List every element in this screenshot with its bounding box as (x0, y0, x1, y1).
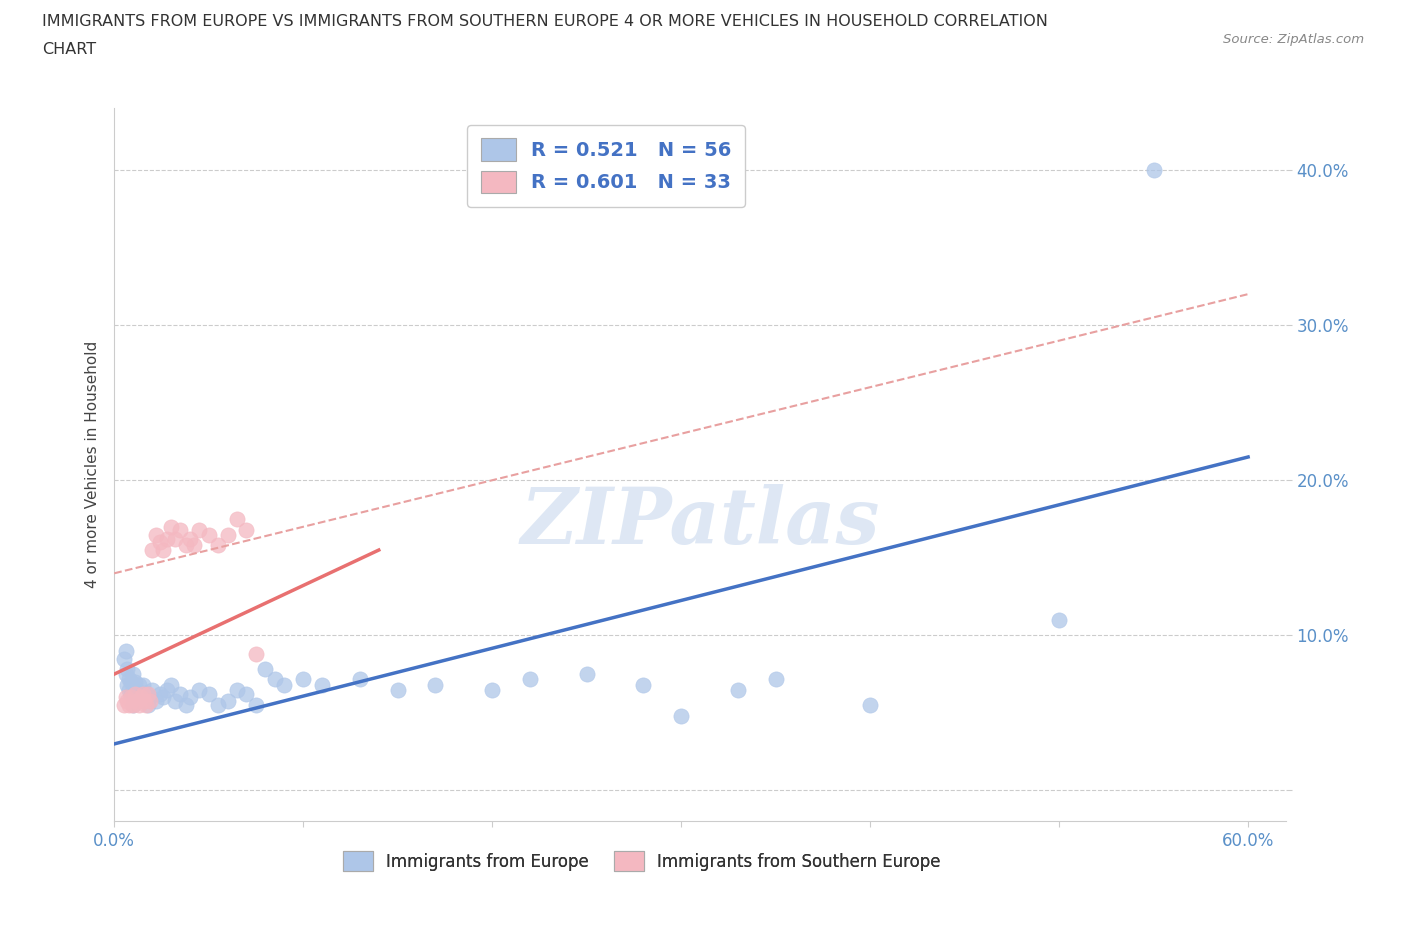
Point (120, 687, 142, 702)
Point (481, 683, 503, 698)
Point (245, 646, 267, 661)
Point (120, 674, 142, 689)
Point (145, 527, 167, 542)
Point (122, 698, 145, 712)
Legend: Immigrants from Europe, Immigrants from Southern Europe: Immigrants from Europe, Immigrants from … (336, 844, 948, 877)
Text: IMMIGRANTS FROM EUROPE VS IMMIGRANTS FROM SOUTHERN EUROPE 4 OR MORE VEHICLES IN : IMMIGRANTS FROM EUROPE VS IMMIGRANTS FRO… (42, 14, 1047, 29)
Point (118, 698, 141, 712)
Point (273, 678, 295, 693)
Point (156, 532, 179, 547)
Point (575, 667, 598, 682)
Point (197, 687, 219, 702)
Y-axis label: 4 or more Vehicles in Household: 4 or more Vehicles in Household (86, 341, 100, 589)
Point (727, 683, 749, 698)
Point (117, 693, 139, 708)
Point (188, 523, 211, 538)
Point (169, 523, 191, 538)
Point (124, 687, 146, 702)
Point (128, 678, 150, 693)
Point (112, 651, 135, 666)
Point (349, 671, 371, 686)
Point (183, 538, 205, 552)
Point (148, 687, 170, 702)
Point (117, 678, 139, 693)
Point (122, 667, 145, 682)
Point (859, 698, 882, 712)
Point (179, 690, 201, 705)
Point (254, 662, 277, 677)
Point (207, 538, 229, 552)
Point (226, 683, 249, 698)
Point (179, 532, 201, 547)
Point (217, 693, 239, 708)
Point (135, 685, 157, 700)
Point (114, 644, 136, 658)
Point (122, 698, 145, 712)
Point (217, 527, 239, 542)
Point (245, 698, 267, 712)
Point (1047, 613, 1070, 628)
Point (226, 512, 249, 526)
Point (120, 690, 142, 705)
Point (174, 698, 197, 712)
Point (114, 690, 136, 705)
Point (163, 532, 186, 547)
Point (311, 678, 333, 693)
Point (160, 678, 183, 693)
Text: CHART: CHART (42, 42, 96, 57)
Point (1142, 163, 1164, 178)
Point (134, 693, 156, 708)
Point (633, 678, 655, 693)
Point (139, 690, 162, 705)
Point (152, 542, 174, 557)
Point (141, 542, 163, 557)
Point (131, 678, 153, 693)
Point (124, 674, 146, 689)
Point (118, 671, 141, 686)
Point (128, 698, 150, 712)
Point (765, 671, 787, 686)
Point (141, 683, 163, 698)
Point (169, 687, 191, 702)
Text: Source: ZipAtlas.com: Source: ZipAtlas.com (1223, 33, 1364, 46)
Point (117, 662, 139, 677)
Point (425, 678, 447, 693)
Point (292, 671, 315, 686)
Point (174, 538, 197, 552)
Point (114, 667, 136, 682)
Point (136, 698, 159, 712)
Point (148, 535, 170, 550)
Point (207, 698, 229, 712)
Point (197, 527, 219, 542)
Point (263, 671, 285, 686)
Point (129, 687, 152, 702)
Point (163, 693, 186, 708)
Point (136, 687, 159, 702)
Point (139, 693, 162, 708)
Point (135, 698, 157, 712)
Point (387, 683, 409, 698)
Text: ZIPatlas: ZIPatlas (520, 484, 880, 560)
Point (134, 693, 156, 708)
Point (118, 683, 141, 698)
Point (188, 683, 211, 698)
Point (125, 683, 148, 698)
Point (122, 690, 145, 705)
Point (669, 709, 692, 724)
Point (131, 687, 153, 702)
Point (519, 671, 541, 686)
Point (152, 690, 174, 705)
Point (156, 683, 179, 698)
Point (125, 693, 148, 708)
Point (129, 690, 152, 705)
Point (160, 519, 183, 534)
Point (145, 693, 167, 708)
Point (112, 698, 135, 712)
Point (235, 523, 257, 538)
Point (235, 687, 257, 702)
